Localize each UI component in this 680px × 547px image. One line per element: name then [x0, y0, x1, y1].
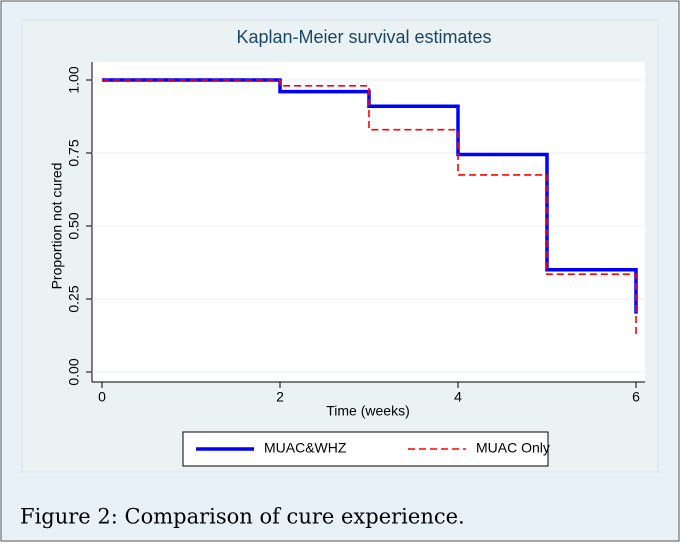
legend	[182, 431, 549, 467]
x-tick-label: 2	[276, 389, 284, 405]
y-tick-label: 0.25	[66, 285, 82, 312]
y-tick-label: 0.00	[66, 358, 82, 385]
y-tick-label: 0.75	[66, 139, 82, 166]
y-axis-label: Proportion not cured	[49, 163, 65, 290]
y-tick-label: 1.00	[66, 66, 82, 93]
legend-label: MUAC Only	[476, 440, 550, 456]
x-tick-label: 6	[632, 389, 640, 405]
x-tick-label: 4	[454, 389, 462, 405]
x-tick-label: 0	[98, 389, 106, 405]
x-axis-label: Time (weeks)	[326, 403, 410, 419]
series-line	[102, 78, 638, 314]
legend-label: MUAC&WHZ	[264, 440, 347, 456]
series-line	[102, 79, 637, 335]
chart-title: Kaplan-Meier survival estimates	[236, 27, 491, 47]
y-tick-label: 0.50	[66, 212, 82, 239]
caption: Figure 2: Comparison of cure experience.	[20, 505, 465, 529]
